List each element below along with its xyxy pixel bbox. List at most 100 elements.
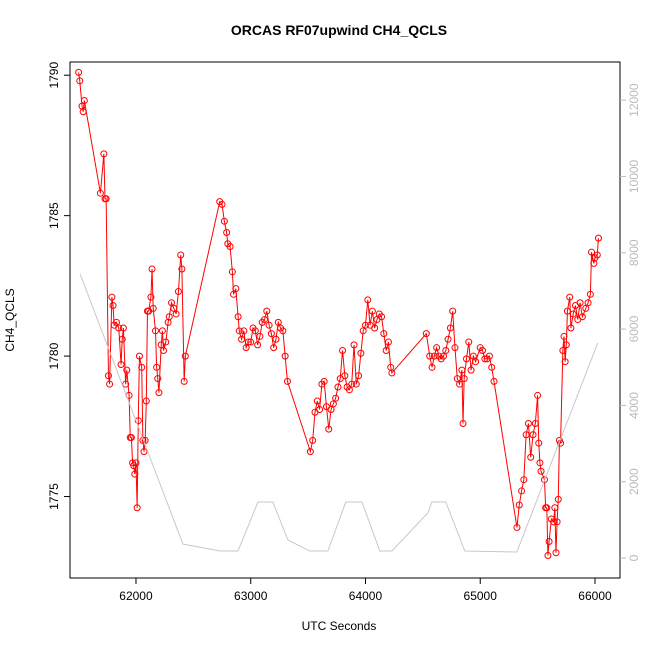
data-point <box>220 217 228 225</box>
data-point <box>462 355 470 363</box>
data-point <box>180 377 188 385</box>
data-point <box>108 293 116 301</box>
data-point <box>261 316 269 324</box>
data-point <box>578 313 586 321</box>
data-point <box>153 363 161 371</box>
data-point <box>529 431 537 439</box>
y-tick-label: 1775 <box>47 483 61 510</box>
data-point <box>586 290 594 298</box>
data-point <box>522 431 530 439</box>
data-point <box>133 504 141 512</box>
data-point <box>238 335 246 343</box>
data-point <box>534 391 542 399</box>
data-point <box>472 358 480 366</box>
data-point <box>563 307 571 315</box>
y2-tick-label: 8000 <box>627 239 641 266</box>
data-point <box>531 420 539 428</box>
data-point <box>562 341 570 349</box>
data-point <box>158 327 166 335</box>
data-point <box>382 346 390 354</box>
data-point <box>561 358 569 366</box>
y-tick-label: 1785 <box>47 202 61 229</box>
data-point <box>254 341 262 349</box>
data-point <box>550 518 558 526</box>
data-point <box>446 324 454 332</box>
data-point <box>524 420 532 428</box>
data-point <box>226 243 234 251</box>
data-point <box>341 372 349 380</box>
data-point <box>350 341 358 349</box>
data-point <box>535 439 543 447</box>
data-point <box>378 313 386 321</box>
data-point <box>160 346 168 354</box>
data-point <box>138 363 146 371</box>
data-point <box>584 299 592 307</box>
data-point <box>240 327 248 335</box>
data-point <box>540 476 548 484</box>
data-point <box>430 352 438 360</box>
data-point <box>545 537 553 545</box>
chart-title: ORCAS RF07upwind CH4_QCLS <box>231 22 447 38</box>
data-point <box>433 344 441 352</box>
data-point <box>552 549 560 557</box>
data-point <box>355 372 363 380</box>
data-point <box>428 363 436 371</box>
data-point <box>588 248 596 256</box>
data-point <box>283 377 291 385</box>
data-point <box>117 361 125 369</box>
x-axis-label: UTC Seconds <box>302 619 377 633</box>
data-point <box>536 459 544 467</box>
data-point <box>313 397 321 405</box>
data-point <box>422 330 430 338</box>
data-point <box>165 313 173 321</box>
data-point <box>352 380 360 388</box>
plot-frame <box>69 61 621 579</box>
x-tick-label: 63000 <box>234 589 268 603</box>
data-point <box>155 389 163 397</box>
data-point <box>593 251 601 259</box>
data-point <box>459 420 467 428</box>
data-point <box>527 453 535 461</box>
data-point <box>140 448 148 456</box>
data-point <box>80 96 88 104</box>
series-line <box>79 273 599 553</box>
data-point <box>106 380 114 388</box>
data-point <box>442 346 450 354</box>
data-point <box>451 344 459 352</box>
data-point <box>485 352 493 360</box>
data-point <box>118 335 126 343</box>
data-point <box>456 380 464 388</box>
data-point <box>181 352 189 360</box>
data-point <box>247 338 255 346</box>
data-point <box>131 470 139 478</box>
data-point <box>154 375 162 383</box>
data-point <box>174 287 182 295</box>
data-point <box>444 335 452 343</box>
data-point <box>560 332 568 340</box>
data-point <box>567 324 575 332</box>
data-point <box>234 313 242 321</box>
data-point <box>513 523 521 531</box>
data-point <box>265 321 273 329</box>
data-point <box>151 327 159 335</box>
data-point <box>123 366 131 374</box>
data-point <box>223 229 231 237</box>
y2-tick-label: 12000 <box>627 83 641 117</box>
data-point <box>559 346 567 354</box>
data-point <box>479 346 487 354</box>
data-point <box>177 251 185 259</box>
data-point <box>467 366 475 374</box>
y2-tick-label: 6000 <box>627 315 641 342</box>
data-point <box>388 369 396 377</box>
data-point <box>127 434 135 442</box>
data-point <box>162 338 170 346</box>
data-point <box>361 321 369 329</box>
data-point <box>272 335 280 343</box>
data-point <box>465 338 473 346</box>
data-point <box>554 495 562 503</box>
data-point <box>594 234 602 242</box>
data-point <box>232 285 240 293</box>
data-point <box>384 338 392 346</box>
data-point <box>543 504 551 512</box>
data-point <box>267 330 275 338</box>
